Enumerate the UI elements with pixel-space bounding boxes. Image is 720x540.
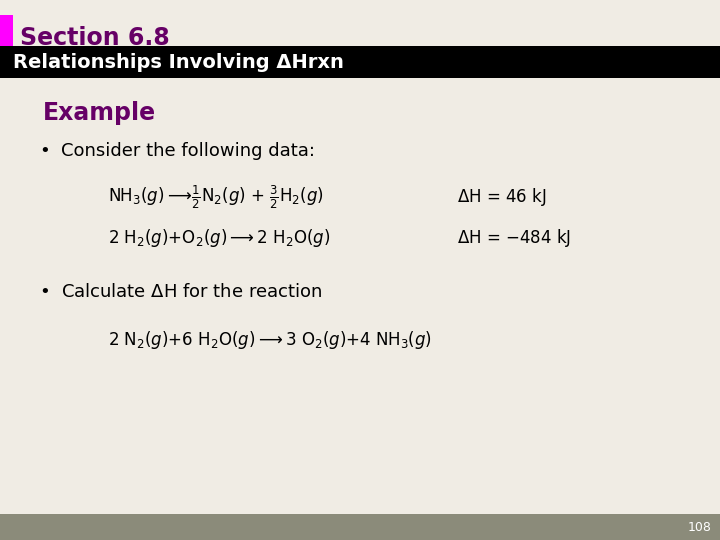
Text: Calculate $\Delta$H for the reaction: Calculate $\Delta$H for the reaction — [61, 282, 323, 301]
Text: Relationships Involving ΔHrxn: Relationships Involving ΔHrxn — [13, 52, 344, 72]
Text: $\Delta$H = $-$484 kJ: $\Delta$H = $-$484 kJ — [457, 227, 572, 248]
Text: Example: Example — [43, 102, 156, 125]
Text: Consider the following data:: Consider the following data: — [61, 142, 315, 160]
Text: •: • — [40, 142, 50, 160]
Text: 2 H$_2$($g$)+O$_2$($g$)$\longrightarrow$2 H$_2$O($g$): 2 H$_2$($g$)+O$_2$($g$)$\longrightarrow$… — [108, 227, 330, 248]
Text: •: • — [40, 282, 50, 301]
Bar — [0, 46, 720, 78]
Text: 2 N$_2$($g$)+6 H$_2$O($g$)$\longrightarrow$3 O$_2$($g$)+4 NH$_3$($g$): 2 N$_2$($g$)+6 H$_2$O($g$)$\longrightarr… — [108, 329, 432, 351]
Text: Section 6.8: Section 6.8 — [20, 26, 170, 50]
Bar — [0, 15, 13, 54]
Text: NH$_3$($g$)$\longrightarrow\!\frac{1}{2}$N$_2$($g$) $+$ $\frac{3}{2}$H$_2$($g$): NH$_3$($g$)$\longrightarrow\!\frac{1}{2}… — [108, 184, 324, 211]
Bar — [0, 514, 720, 540]
Text: 108: 108 — [688, 521, 711, 534]
Text: $\Delta$H = 46 kJ: $\Delta$H = 46 kJ — [457, 186, 547, 208]
